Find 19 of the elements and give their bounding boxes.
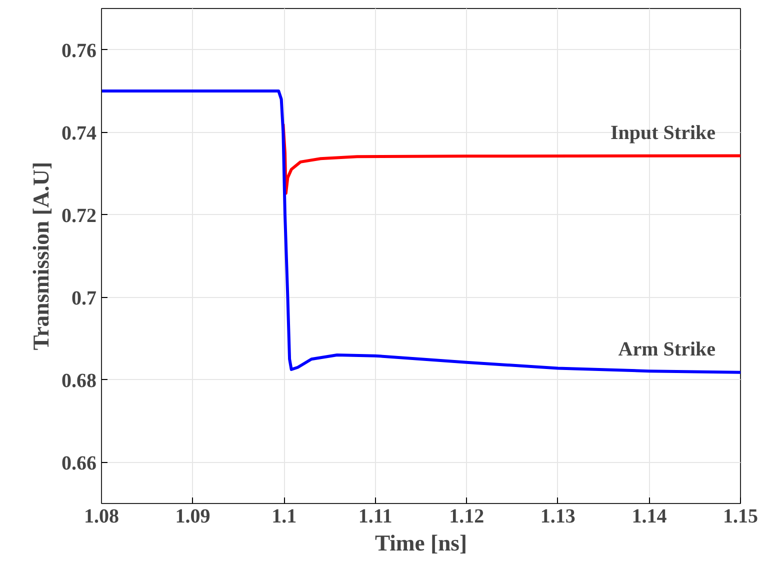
y-tick-label: 0.66: [62, 452, 96, 474]
x-tick-label: 1.12: [449, 506, 484, 528]
x-tick-label: 1.14: [632, 506, 667, 528]
y-tick-label: 0.74: [62, 122, 96, 144]
series-label: Arm Strike: [618, 338, 716, 360]
x-tick-label: 1.09: [175, 506, 210, 528]
y-tick-label: 0.76: [62, 40, 96, 62]
x-tick-label: 1.08: [84, 506, 119, 528]
y-tick-label: 0.7: [72, 287, 96, 310]
y-tick-label: 0.72: [62, 204, 96, 227]
x-tick-label: 1.13: [540, 506, 576, 528]
series-label: Input Strike: [610, 122, 716, 144]
x-tick-label: 1.1: [272, 506, 297, 528]
y-axis-title: Transmission [A.U]: [28, 162, 54, 350]
y-tick-label: 0.68: [62, 370, 96, 392]
line-series: [102, 90, 740, 374]
x-tick-label: 1.15: [723, 506, 758, 528]
x-axis-title: Time [ns]: [374, 530, 468, 556]
x-tick-label: 1.11: [358, 506, 392, 528]
